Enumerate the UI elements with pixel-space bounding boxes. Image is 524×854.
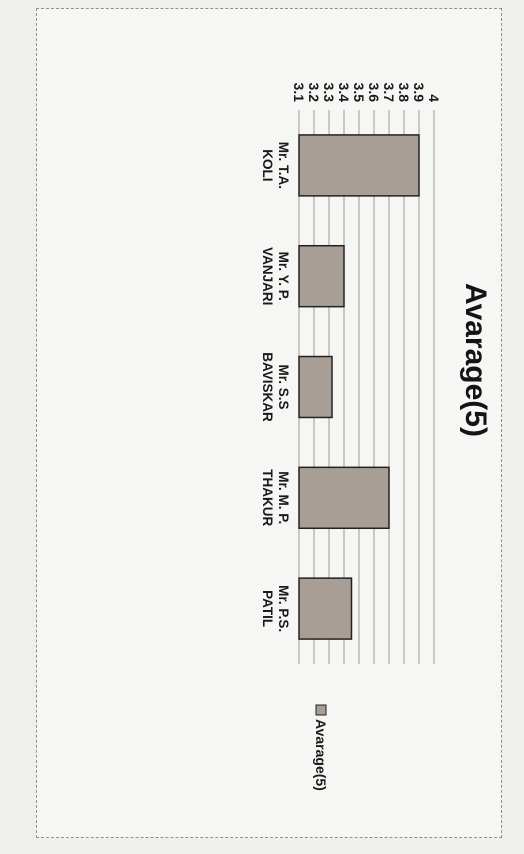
- y-tick-label: 3.1: [291, 83, 307, 103]
- x-category-label: Mr. T.A.: [276, 142, 291, 189]
- x-axis-categories: Mr. T.A.KOLI Mr. Y. P.VANJARI Mr. S.SBAVIS…: [260, 142, 291, 632]
- bar: [298, 134, 420, 197]
- y-tick-label: 3.9: [411, 83, 427, 103]
- legend: Avarage(5): [313, 704, 329, 791]
- legend-swatch: [315, 704, 327, 716]
- y-tick-label: 3.5: [351, 83, 367, 103]
- y-tick-label: 3.2: [306, 83, 322, 103]
- bar: [298, 466, 390, 530]
- x-category-label: PATIL: [260, 590, 275, 627]
- bar: [298, 355, 333, 419]
- chart-title: Avarage(5): [459, 283, 492, 437]
- bar: [298, 244, 345, 308]
- y-axis-ticks: 43.93.83.73.63.53.43.33.23.1: [291, 83, 442, 103]
- x-category-label: THAKUR: [260, 469, 275, 526]
- y-tick-label: 3.7: [381, 83, 397, 103]
- chart-frame: [36, 8, 502, 838]
- x-category-label: VANJARI: [260, 247, 275, 305]
- bar: [298, 577, 353, 640]
- bars: [298, 134, 420, 640]
- y-tick-label: 4: [426, 94, 442, 102]
- legend-label: Avarage(5): [313, 719, 329, 791]
- x-category-label: KOLI: [260, 149, 275, 181]
- x-category-label: BAVISKAR: [260, 352, 275, 422]
- y-tick-label: 3.4: [336, 83, 352, 103]
- x-category-label: Mr. M. P.: [276, 471, 291, 524]
- x-category-label: Mr. P.S.: [276, 585, 291, 632]
- x-category-label: Mr. Y. P.: [276, 252, 291, 301]
- y-tick-label: 3.3: [321, 83, 337, 103]
- y-tick-label: 3.6: [366, 83, 382, 103]
- y-tick-label: 3.8: [396, 83, 412, 103]
- x-category-label: Mr. S.S: [276, 364, 291, 409]
